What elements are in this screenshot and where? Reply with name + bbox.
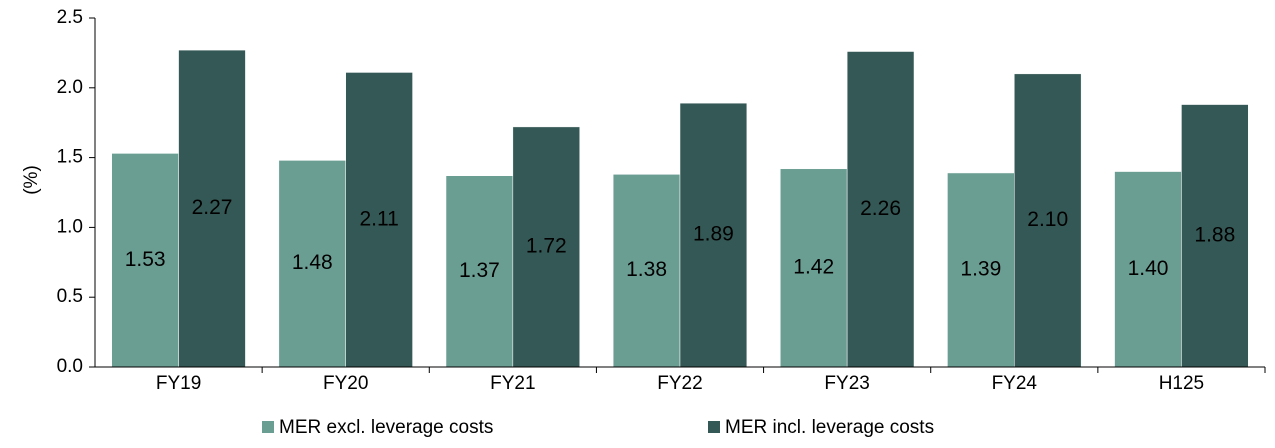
y-tick-label: 0.0 <box>57 356 83 377</box>
bar <box>1114 171 1182 368</box>
data-label: 1.89 <box>693 223 734 246</box>
data-label: 1.88 <box>1194 223 1235 246</box>
legend-label: MER excl. leverage costs <box>279 417 493 438</box>
legend-label: MER incl. leverage costs <box>725 417 934 438</box>
legend-swatch <box>708 421 720 433</box>
bar <box>345 72 413 368</box>
data-label: 2.10 <box>1027 208 1068 231</box>
data-label: 2.26 <box>860 197 901 220</box>
bar <box>679 102 748 368</box>
data-label: 1.72 <box>526 234 567 257</box>
x-tick-label: FY24 <box>992 373 1038 394</box>
x-tick-label: H125 <box>1159 373 1204 394</box>
data-label: 1.37 <box>459 259 500 282</box>
bar <box>1181 104 1249 368</box>
bar <box>947 172 1015 368</box>
x-tick-label: FY22 <box>657 373 702 394</box>
data-label: 1.38 <box>626 258 667 281</box>
bar <box>780 168 848 368</box>
data-label: 1.42 <box>793 255 834 278</box>
data-label: 1.39 <box>960 258 1001 281</box>
bar <box>512 126 580 368</box>
y-tick-label: 2.0 <box>57 77 83 98</box>
x-tick-label: FY23 <box>824 373 869 394</box>
y-tick-label: 1.0 <box>57 216 83 237</box>
bar <box>846 51 915 368</box>
y-tick-label: 1.5 <box>57 147 83 168</box>
x-tick-label: FY21 <box>490 373 535 394</box>
y-axis-label: (%) <box>21 165 42 195</box>
bar <box>278 160 346 368</box>
x-tick-label: FY20 <box>323 373 368 394</box>
bar <box>1014 73 1082 368</box>
data-label: 2.11 <box>359 207 398 230</box>
data-label: 1.48 <box>292 251 333 274</box>
data-label: 2.27 <box>192 196 233 219</box>
bar <box>111 153 179 368</box>
x-tick-label: FY19 <box>156 373 201 394</box>
data-label: 1.40 <box>1128 257 1169 280</box>
data-label: 1.53 <box>125 248 166 271</box>
y-tick-label: 2.5 <box>57 7 83 28</box>
bar <box>178 49 246 368</box>
y-tick-label: 0.5 <box>57 286 83 307</box>
legend-swatch <box>262 421 274 433</box>
bar <box>612 174 681 368</box>
